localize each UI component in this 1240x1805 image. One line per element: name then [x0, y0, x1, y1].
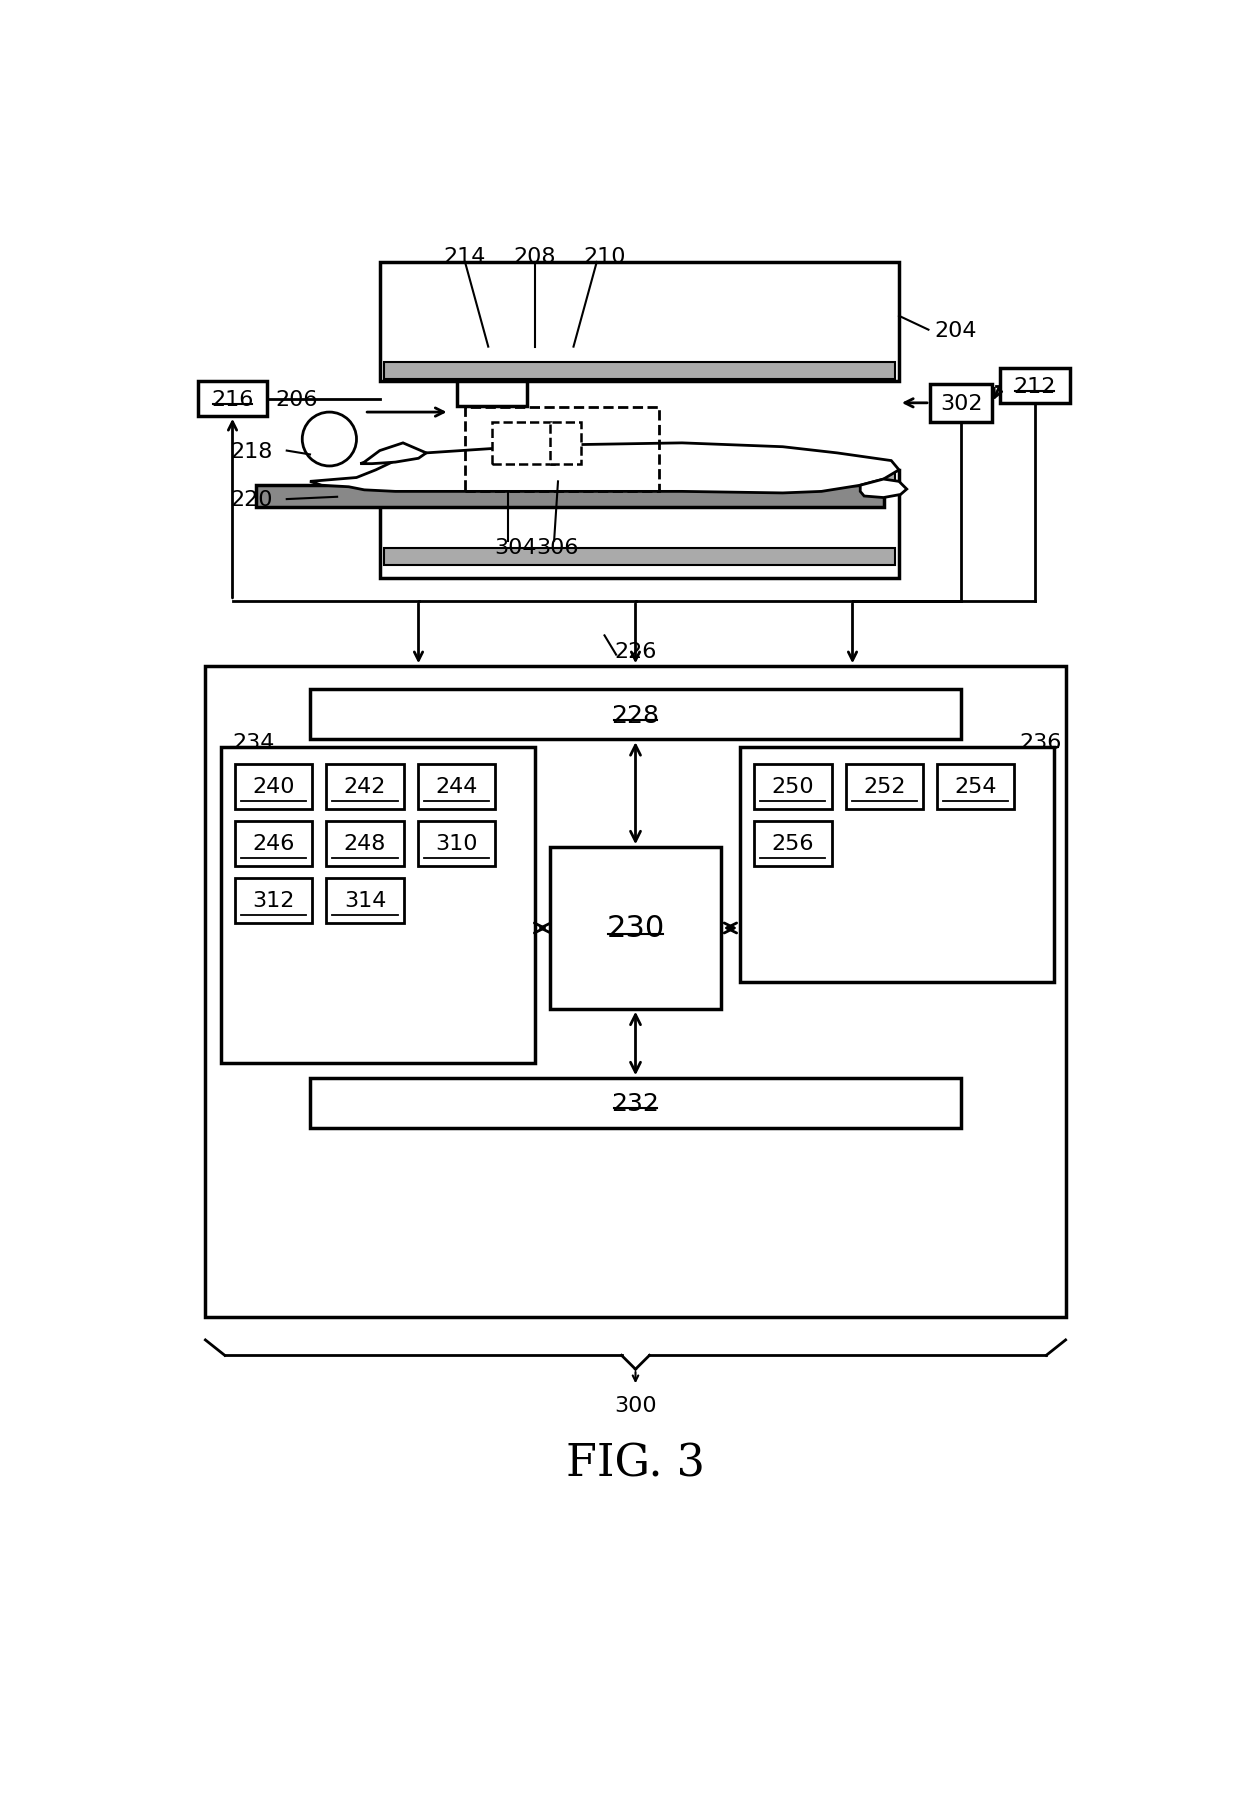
Text: 220: 220	[231, 489, 273, 509]
Text: 312: 312	[253, 890, 295, 912]
Text: 310: 310	[435, 834, 477, 854]
Text: 306: 306	[537, 538, 579, 558]
Text: 234: 234	[233, 733, 275, 753]
Text: 256: 256	[771, 834, 815, 854]
Text: 242: 242	[343, 776, 386, 796]
Bar	[310, 1079, 961, 1128]
Text: 206: 206	[275, 390, 317, 410]
Text: 314: 314	[343, 890, 386, 912]
Text: 300: 300	[614, 1395, 657, 1415]
Text: 252: 252	[863, 776, 905, 796]
Text: 254: 254	[955, 776, 997, 796]
Bar	[255, 486, 883, 507]
Text: 240: 240	[252, 776, 295, 796]
Text: FIG. 3: FIG. 3	[567, 1442, 704, 1486]
Bar	[234, 765, 312, 809]
Text: 250: 250	[771, 776, 815, 796]
Text: 244: 244	[435, 776, 477, 796]
Bar	[418, 765, 495, 809]
Bar	[551, 422, 582, 466]
Polygon shape	[861, 480, 906, 498]
Text: 230: 230	[606, 913, 665, 942]
Bar	[326, 821, 404, 866]
Text: 226: 226	[614, 641, 657, 661]
Bar	[846, 765, 923, 809]
Bar	[326, 879, 404, 922]
Bar	[206, 666, 1065, 1318]
Bar	[418, 821, 495, 866]
Bar	[754, 821, 832, 866]
Bar	[740, 747, 1054, 982]
Text: 218: 218	[231, 442, 273, 462]
Text: 246: 246	[253, 834, 295, 854]
Text: 214: 214	[444, 247, 486, 267]
Bar	[492, 422, 554, 466]
Bar	[234, 821, 312, 866]
Text: 210: 210	[583, 247, 626, 267]
Text: 212: 212	[1013, 377, 1055, 397]
Bar	[234, 879, 312, 922]
Bar	[383, 363, 895, 379]
Bar	[310, 690, 961, 740]
Text: 232: 232	[611, 1092, 660, 1115]
Bar	[999, 368, 1069, 404]
Bar	[465, 408, 658, 493]
Bar	[379, 471, 899, 578]
Bar	[379, 264, 899, 383]
Bar	[221, 747, 534, 1063]
Bar	[754, 765, 832, 809]
Polygon shape	[361, 444, 427, 464]
Bar	[326, 765, 404, 809]
Bar	[383, 471, 895, 487]
Text: 302: 302	[940, 393, 982, 413]
Text: 216: 216	[211, 390, 254, 410]
Text: 304: 304	[494, 538, 537, 558]
Text: 228: 228	[611, 704, 660, 727]
Text: 248: 248	[343, 834, 386, 854]
Text: 208: 208	[513, 247, 556, 267]
Polygon shape	[310, 444, 899, 493]
Text: 236: 236	[1019, 733, 1061, 753]
Bar	[458, 383, 527, 406]
Bar	[197, 383, 268, 417]
Text: 204: 204	[934, 321, 976, 341]
Bar	[937, 765, 1014, 809]
Bar	[551, 848, 720, 1009]
Bar	[383, 549, 895, 567]
Bar	[930, 384, 992, 422]
